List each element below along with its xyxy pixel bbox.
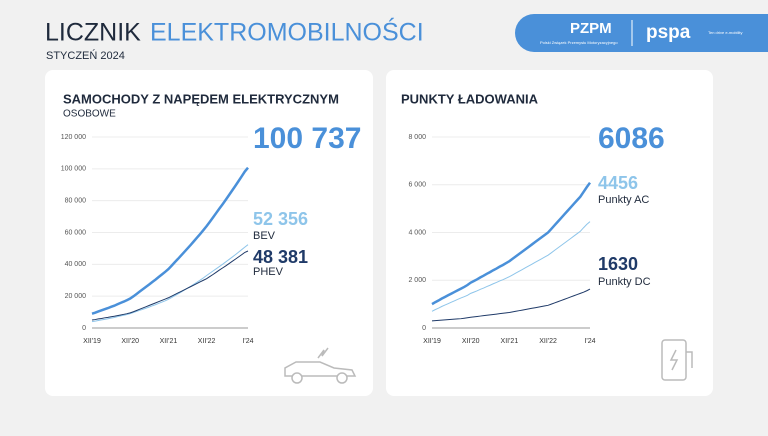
x-tick-label: XII'19 <box>83 338 101 345</box>
series-line <box>91 166 249 315</box>
y-tick-label: 40 000 <box>65 261 87 268</box>
logo-pzpm: PZPM <box>570 20 612 37</box>
series-line <box>91 244 249 323</box>
end-label: 48 381 <box>253 247 308 267</box>
series-line <box>431 221 591 312</box>
logo-pspa-sub: Ten drive e-mobility <box>708 30 742 35</box>
y-tick-label: 120 000 <box>61 134 86 141</box>
x-tick-label: I'24 <box>242 338 253 345</box>
series-name: Punkty DC <box>598 276 651 288</box>
end-label: 52 356 <box>253 209 308 229</box>
x-tick-label: XII'20 <box>121 338 139 345</box>
title-blue: ELEKTROMOBILNOŚCI <box>150 17 424 47</box>
series-line <box>431 288 591 322</box>
car-icon <box>284 347 357 384</box>
y-tick-label: 80 000 <box>65 198 87 205</box>
end-label: 100 737 <box>253 122 361 155</box>
y-tick-label: 20 000 <box>65 293 87 300</box>
chart-subtitle: OSOBOWE <box>63 109 116 120</box>
x-tick-label: I'24 <box>584 338 595 345</box>
logo-pspa: pspa <box>646 22 691 43</box>
series-name: Punkty AC <box>598 194 649 206</box>
series-line <box>431 181 592 306</box>
charger-icon <box>661 339 693 381</box>
subtitle: STYCZEŃ 2024 <box>46 49 125 62</box>
x-tick-label: XII'22 <box>539 338 557 345</box>
y-tick-label: 0 <box>82 325 86 332</box>
title-dark: LICZNIK <box>45 19 141 47</box>
x-tick-label: XII'21 <box>160 338 178 345</box>
y-tick-label: 8 000 <box>408 134 426 141</box>
end-label: 1630 <box>598 254 638 274</box>
series-name: BEV <box>253 230 276 242</box>
y-tick-label: 100 000 <box>61 166 86 173</box>
x-tick-label: XII'21 <box>501 338 519 345</box>
series-line <box>91 250 249 321</box>
chart-title: SAMOCHODY Z NAPĘDEM ELEKTRYCZNYM <box>63 91 339 106</box>
y-tick-label: 60 000 <box>65 229 87 236</box>
x-tick-label: XII'22 <box>198 338 216 345</box>
x-tick-label: XII'20 <box>462 338 480 345</box>
chart-title: PUNKTY ŁADOWANIA <box>401 91 539 106</box>
y-tick-label: 2 000 <box>408 277 426 284</box>
x-tick-label: XII'19 <box>423 338 441 345</box>
y-tick-label: 6 000 <box>408 182 426 189</box>
end-label: 4456 <box>598 173 638 193</box>
y-tick-label: 0 <box>422 325 426 332</box>
logo-pzpm-sub: Polski Związek Przemysłu Motoryzacyjnego <box>540 40 618 45</box>
series-name: PHEV <box>253 266 284 278</box>
y-tick-label: 4 000 <box>408 229 426 236</box>
logo-banner <box>515 14 768 52</box>
end-label: 6086 <box>598 122 665 155</box>
